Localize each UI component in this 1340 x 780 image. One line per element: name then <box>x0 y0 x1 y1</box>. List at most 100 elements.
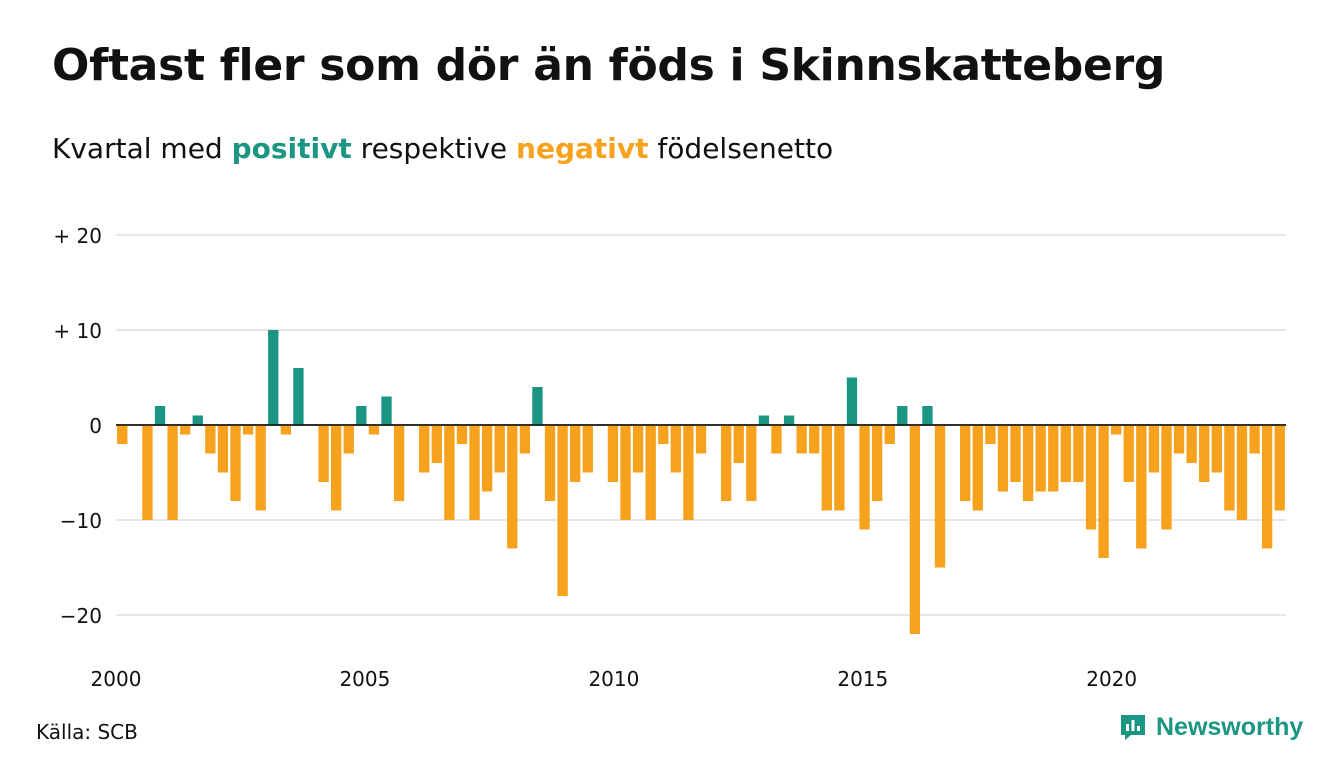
bar <box>1010 425 1021 482</box>
bar <box>419 425 430 473</box>
bar <box>972 425 983 511</box>
bar <box>1274 425 1285 511</box>
bar <box>1249 425 1260 454</box>
bar <box>809 425 820 454</box>
bar <box>746 425 757 501</box>
bar <box>897 406 908 425</box>
bar <box>494 425 505 473</box>
x-tick-label: 2000 <box>91 667 142 691</box>
y-tick-label: + 20 <box>53 224 102 248</box>
bar <box>167 425 178 520</box>
bar <box>758 415 770 425</box>
subtitle-prefix: Kvartal med <box>52 132 232 165</box>
x-tick-label: 2005 <box>339 667 390 691</box>
bar <box>1123 425 1134 482</box>
bar <box>1199 425 1210 482</box>
bar <box>469 425 480 520</box>
bar <box>242 425 254 435</box>
bar <box>519 425 531 454</box>
bar <box>1173 425 1185 454</box>
subtitle-negative-word: negativt <box>516 132 649 165</box>
bar <box>393 425 405 501</box>
bar <box>796 425 807 454</box>
y-tick-label: 0 <box>89 414 102 438</box>
bar <box>1022 425 1034 501</box>
bars <box>116 330 1286 634</box>
bar <box>117 425 128 444</box>
bar <box>268 330 279 425</box>
subtitle-suffix: födelsenetto <box>648 132 834 165</box>
bar <box>431 425 442 463</box>
bar <box>280 425 291 435</box>
bar <box>871 425 883 501</box>
bar <box>1236 425 1248 520</box>
bar <box>909 425 921 634</box>
bar <box>834 425 845 511</box>
y-tick-label: −10 <box>60 509 102 533</box>
bar <box>557 425 568 596</box>
y-axis-ticks: + 20 + 10 0 −10 −20 <box>53 224 102 628</box>
y-tick-label: −20 <box>60 604 102 628</box>
bar <box>1136 425 1147 549</box>
bar <box>255 425 266 511</box>
bar <box>318 425 329 482</box>
bar <box>1148 425 1160 473</box>
bar <box>582 425 593 473</box>
bar <box>922 406 933 425</box>
bar <box>230 425 241 501</box>
bar <box>607 425 619 482</box>
newsworthy-logo-icon <box>1121 715 1145 740</box>
bar <box>532 387 543 425</box>
bar <box>205 425 216 454</box>
bar <box>154 406 166 425</box>
bar <box>142 425 153 520</box>
bar <box>1035 425 1046 492</box>
bar <box>632 425 644 473</box>
bar <box>721 425 732 501</box>
brand-logo: Newsworthy <box>1118 712 1303 742</box>
bar <box>846 377 858 425</box>
chart-title: Oftast fler som dör än föds i Skinnskatt… <box>52 40 1166 91</box>
bar <box>217 425 229 473</box>
brand-name: Newsworthy <box>1156 712 1304 741</box>
bar <box>985 425 996 444</box>
bar <box>771 425 782 454</box>
bar <box>570 425 581 482</box>
bar <box>1098 425 1109 558</box>
bar <box>960 425 971 501</box>
bar <box>180 425 191 435</box>
bar <box>683 425 694 520</box>
bar <box>192 415 203 425</box>
bar <box>481 425 493 492</box>
bar <box>783 415 795 425</box>
bar <box>1073 425 1084 482</box>
bar <box>1111 425 1122 435</box>
x-tick-label: 2015 <box>837 667 888 691</box>
chart-subtitle: Kvartal med positivt respektive negativt… <box>52 132 833 165</box>
y-tick-label: + 10 <box>53 319 102 343</box>
bar <box>821 425 832 511</box>
bar <box>884 425 895 444</box>
x-tick-label: 2010 <box>588 667 639 691</box>
bar <box>658 425 669 444</box>
bar <box>456 425 468 444</box>
source-note: Källa: SCB <box>36 720 138 744</box>
bar <box>859 425 870 530</box>
bar <box>368 425 380 435</box>
bar <box>1048 425 1059 492</box>
bar <box>356 406 367 425</box>
bar <box>934 425 946 568</box>
x-axis-ticks: 2000 2005 2010 2015 2020 <box>91 667 1138 691</box>
subtitle-positive-word: positivt <box>231 132 352 165</box>
bar <box>1186 425 1197 463</box>
bar <box>1224 425 1235 511</box>
bar <box>343 425 354 454</box>
bar <box>620 425 631 520</box>
bar <box>444 425 455 520</box>
bar <box>544 425 556 501</box>
subtitle-middle: respektive <box>351 132 517 165</box>
bar <box>293 368 304 425</box>
bar <box>1161 425 1172 530</box>
bar <box>1261 425 1273 549</box>
